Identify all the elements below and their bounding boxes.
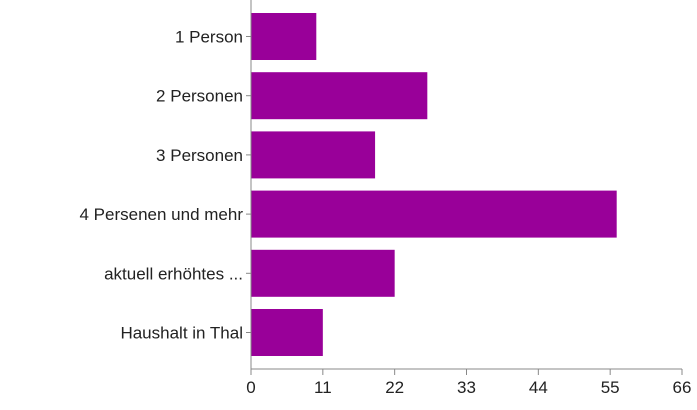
- category-label: aktuell erhöhtes ...: [104, 264, 243, 283]
- bar-3: [251, 131, 376, 179]
- x-tick-label: 44: [529, 378, 548, 397]
- x-tick-label: 33: [457, 378, 476, 397]
- bar-6: [251, 309, 323, 356]
- x-tick-label: 22: [385, 378, 404, 397]
- bars-layer: [251, 13, 617, 356]
- category-label: 4 Persenen und mehr: [80, 205, 244, 224]
- axes-layer: [246, 0, 683, 375]
- bar-4: [251, 190, 617, 238]
- bar-1: [251, 13, 317, 60]
- category-label: 3 Personen: [156, 146, 243, 165]
- x-tick-label: 0: [246, 378, 255, 397]
- category-label: 1 Person: [175, 28, 243, 47]
- category-label: 2 Personen: [156, 87, 243, 106]
- bar-5: [251, 249, 395, 297]
- category-label: Haushalt in Thal: [120, 324, 243, 343]
- x-tick-label: 11: [314, 378, 332, 397]
- x-tick-label: 66: [673, 378, 692, 397]
- labels-layer: 1 Person 2 Personen 3 Personen 4 Persenen u…: [80, 28, 692, 398]
- bar-2: [251, 72, 428, 120]
- x-tick-label: 55: [601, 378, 620, 397]
